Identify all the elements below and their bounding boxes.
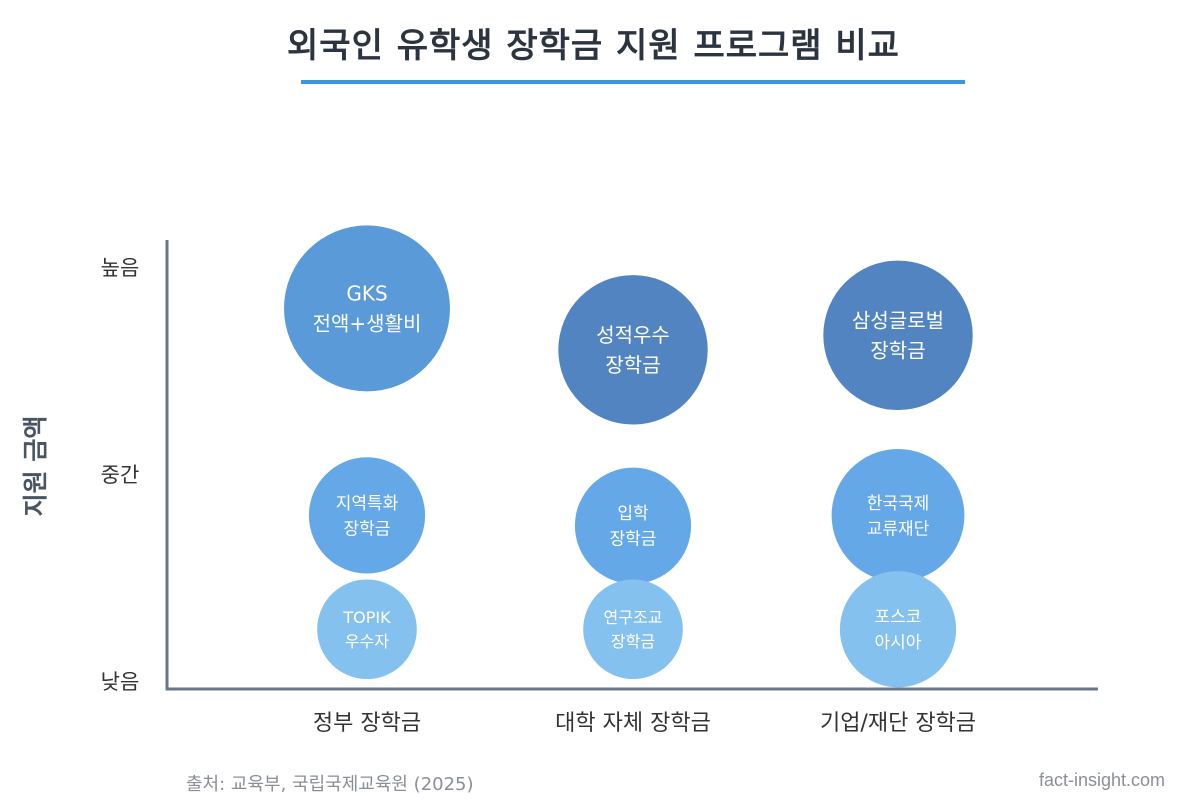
y-axis-title: 지원 금액 bbox=[21, 416, 50, 517]
bubble-label: 입학 bbox=[617, 504, 649, 524]
bubble bbox=[831, 449, 965, 582]
site-credit: fact-insight.com bbox=[1038, 770, 1165, 790]
y-tick-label: 낮음 bbox=[101, 670, 140, 694]
bubble bbox=[284, 225, 450, 392]
bubble-label: 장학금 bbox=[605, 353, 660, 377]
bubble bbox=[574, 467, 692, 584]
bubble-label: 교류재단 bbox=[867, 519, 930, 539]
bubble-label: TOPIK bbox=[342, 608, 391, 627]
y-tick-label: 높음 bbox=[101, 256, 140, 280]
x-tick-label: 정부 장학금 bbox=[313, 711, 421, 736]
chart-title: 외국인 유학생 장학금 지원 프로그램 비교 bbox=[287, 26, 900, 66]
bubble bbox=[317, 579, 417, 680]
bubble-label: 삼성글로벌 bbox=[852, 309, 944, 333]
y-tick-label: 중간 bbox=[101, 463, 140, 487]
bubble-label: 연구조교 bbox=[604, 608, 663, 627]
source-note: 출처: 교육부, 국립국제교육원 (2025) bbox=[186, 774, 474, 795]
bubble-label: 장학금 bbox=[610, 530, 657, 550]
bubble bbox=[308, 457, 426, 574]
bubble-label: 장학금 bbox=[870, 339, 925, 363]
bubble-label: 전액+생활비 bbox=[313, 312, 422, 336]
bubble-label: 우수자 bbox=[345, 632, 389, 651]
bubble bbox=[839, 571, 957, 688]
title-underline bbox=[301, 80, 965, 84]
bubble-label: 장학금 bbox=[344, 519, 391, 539]
bubble bbox=[558, 275, 708, 425]
bubble-label: 한국국제 bbox=[867, 494, 930, 514]
bubble-label: GKS bbox=[346, 282, 387, 306]
x-tick-label: 기업/재단 장학금 bbox=[820, 711, 976, 736]
x-tick-label: 대학 자체 장학금 bbox=[555, 711, 711, 736]
bubble bbox=[583, 579, 683, 680]
bubble-label: 포스코 bbox=[875, 608, 922, 628]
bubble-label: 장학금 bbox=[611, 632, 655, 651]
bubble-label: 아시아 bbox=[875, 633, 922, 653]
bubble-label: 성적우수 bbox=[596, 323, 670, 347]
bubble-label: 지역특화 bbox=[336, 494, 399, 514]
bubble bbox=[823, 260, 973, 411]
